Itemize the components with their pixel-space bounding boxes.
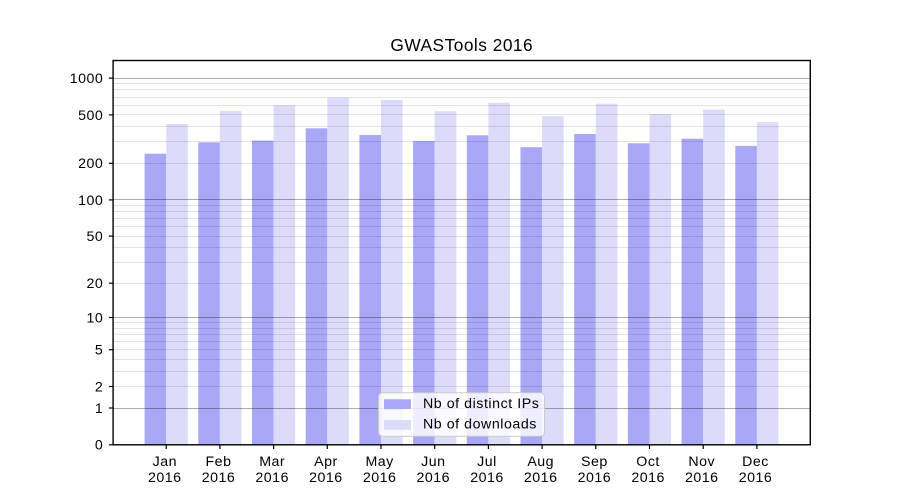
svg-text:2016: 2016 <box>363 470 397 486</box>
svg-text:May: May <box>365 454 394 470</box>
svg-text:Sep: Sep <box>581 454 608 470</box>
svg-text:2016: 2016 <box>524 470 558 486</box>
svg-text:Oct: Oct <box>636 454 660 470</box>
svg-text:Mar: Mar <box>259 454 285 470</box>
svg-text:2016: 2016 <box>470 470 504 486</box>
svg-text:Jan: Jan <box>153 454 177 470</box>
svg-text:GWASTools 2016: GWASTools 2016 <box>390 35 533 55</box>
svg-text:2016: 2016 <box>255 470 289 486</box>
svg-text:Nb of downloads: Nb of downloads <box>423 416 537 432</box>
svg-text:Apr: Apr <box>314 454 338 470</box>
svg-text:100: 100 <box>78 193 103 209</box>
svg-text:2016: 2016 <box>417 470 451 486</box>
svg-text:Feb: Feb <box>206 454 232 470</box>
svg-text:2016: 2016 <box>739 470 773 486</box>
svg-text:1: 1 <box>95 401 103 417</box>
svg-text:2016: 2016 <box>202 470 236 486</box>
svg-text:Nov: Nov <box>688 454 715 470</box>
svg-text:0: 0 <box>95 438 103 454</box>
svg-text:2016: 2016 <box>148 470 182 486</box>
svg-text:2016: 2016 <box>309 470 343 486</box>
svg-text:Aug: Aug <box>527 454 554 470</box>
svg-text:500: 500 <box>78 108 103 124</box>
svg-text:10: 10 <box>87 310 104 326</box>
svg-text:2016: 2016 <box>578 470 612 486</box>
svg-text:Jun: Jun <box>421 454 445 470</box>
svg-text:50: 50 <box>87 229 104 245</box>
svg-text:2: 2 <box>95 379 103 395</box>
svg-text:20: 20 <box>87 276 104 292</box>
svg-text:1000: 1000 <box>70 71 104 87</box>
svg-text:Jul: Jul <box>477 454 497 470</box>
svg-text:200: 200 <box>78 156 103 172</box>
svg-text:2016: 2016 <box>631 470 665 486</box>
svg-text:Nb of distinct IPs: Nb of distinct IPs <box>423 396 539 412</box>
svg-text:2016: 2016 <box>685 470 719 486</box>
svg-text:5: 5 <box>95 343 103 359</box>
svg-text:Dec: Dec <box>742 454 769 470</box>
